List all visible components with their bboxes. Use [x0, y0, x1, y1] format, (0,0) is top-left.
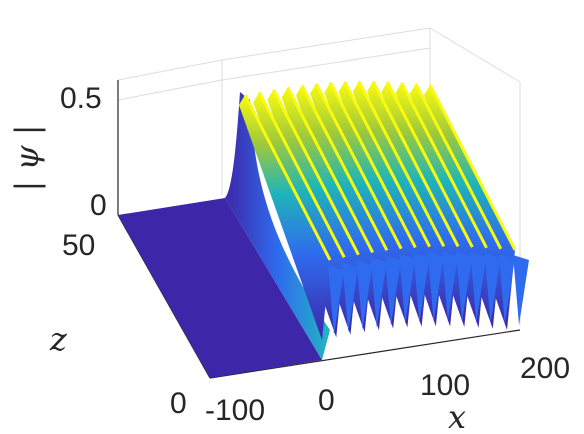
x-axis-label: x	[448, 398, 466, 434]
x-ticks: -100 0 100 200	[205, 352, 570, 427]
wave-front-tooth	[470, 252, 487, 323]
wave-crest-edge	[272, 89, 360, 256]
wave-front-tooth	[356, 259, 373, 330]
xtick-label: 200	[520, 352, 570, 385]
z-ticks: 0.5 0	[60, 82, 107, 222]
wave-front-tooth	[427, 251, 444, 322]
wave-crest-edge	[385, 81, 474, 248]
wave-front-tooth	[484, 252, 501, 323]
wave-front-tooth	[413, 252, 430, 323]
y-axis-label: z	[49, 320, 68, 358]
ztick-label: 0	[90, 189, 107, 222]
wave-front-tooth	[513, 255, 529, 325]
wave-crest-edge	[329, 81, 417, 249]
wave-crest-edge	[300, 84, 389, 252]
wave-crest-edge	[414, 83, 503, 250]
wave-crest-edge	[371, 80, 460, 248]
wave-front-tooth	[342, 262, 359, 333]
ztick-label: 0.5	[60, 82, 102, 115]
wave-front-tooth	[498, 253, 515, 324]
xtick-label: 100	[420, 369, 470, 402]
wave-front-tooth	[399, 253, 416, 324]
ytick-label: 0	[170, 387, 187, 420]
wave-crests	[239, 80, 529, 340]
xtick-label: -100	[205, 394, 265, 427]
wave-crest-edge	[343, 80, 431, 248]
wave-crest	[239, 95, 330, 340]
box-grid	[117, 27, 521, 325]
wave-crest-edge	[257, 91, 346, 259]
wave-front-tooth	[328, 265, 344, 335]
wave-crest-edge	[428, 84, 517, 251]
z-axis-label: | ψ |	[8, 125, 46, 192]
wave-front-tooth	[441, 251, 458, 322]
y-ticks: 50 0	[62, 229, 187, 420]
wave-crest-edge	[400, 82, 488, 249]
xtick-label: 0	[318, 384, 335, 417]
wave-front-tooth	[384, 255, 401, 326]
wave-crest-edge	[357, 80, 446, 248]
wave-crest-edge	[286, 86, 375, 254]
rising-edge	[225, 92, 330, 360]
flat-surface	[118, 198, 322, 378]
wave-front-tooth	[456, 251, 473, 322]
ytick-label: 50	[62, 229, 95, 262]
wave-crest-edge	[314, 82, 403, 250]
wave-crest-edge	[243, 94, 332, 261]
wave-front-tooth	[370, 257, 387, 328]
